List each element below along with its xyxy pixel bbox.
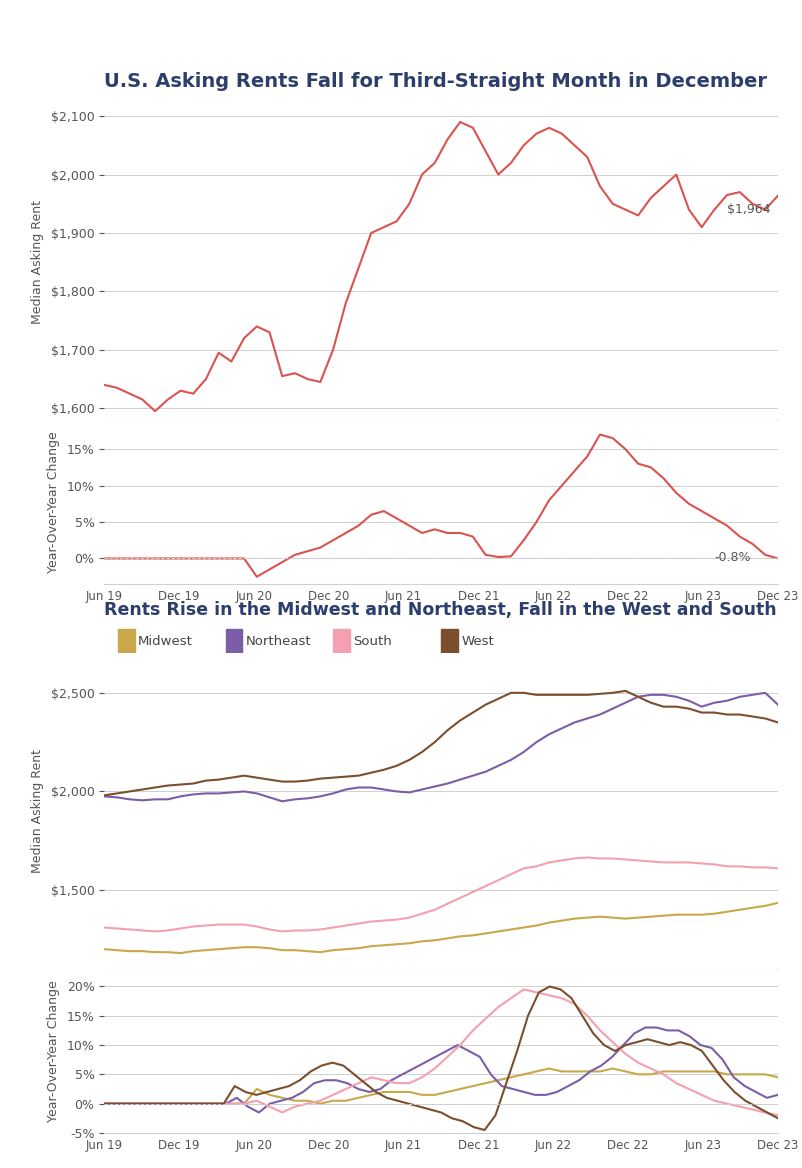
Text: Northeast: Northeast [245, 635, 311, 648]
Y-axis label: Median Asking Rent: Median Asking Rent [30, 200, 44, 325]
Text: Rents Rise in the Midwest and Northeast, Fall in the West and South: Rents Rise in the Midwest and Northeast,… [104, 602, 777, 619]
Text: West: West [461, 635, 494, 648]
Y-axis label: Year-Over-Year Change: Year-Over-Year Change [47, 431, 59, 572]
Text: Midwest: Midwest [138, 635, 192, 648]
Bar [334, 630, 350, 653]
Text: $1,964: $1,964 [727, 203, 771, 216]
Y-axis label: Median Asking Rent: Median Asking Rent [30, 749, 44, 874]
Text: South: South [354, 635, 392, 648]
Bar [118, 630, 135, 653]
Bar [441, 630, 458, 653]
Text: U.S. Asking Rents Fall for Third-Straight Month in December: U.S. Asking Rents Fall for Third-Straigh… [104, 71, 768, 91]
Bar [225, 630, 242, 653]
Y-axis label: Year-Over-Year Change: Year-Over-Year Change [47, 980, 59, 1121]
Text: -0.8%: -0.8% [715, 550, 751, 564]
